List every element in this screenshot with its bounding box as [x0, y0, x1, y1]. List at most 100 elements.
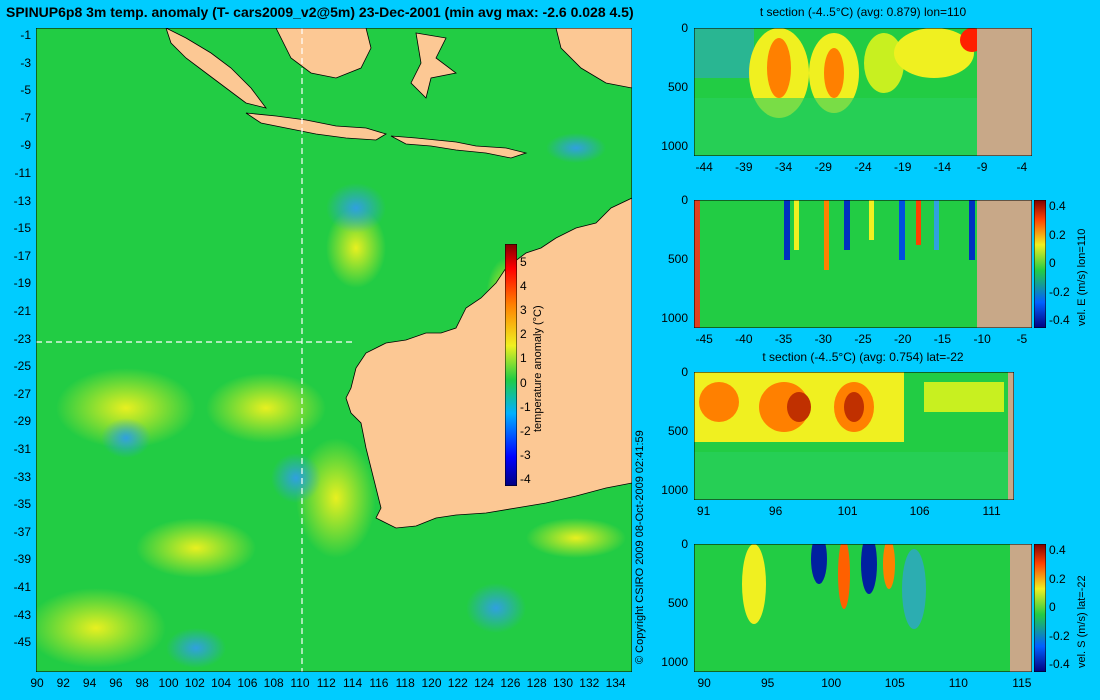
- panel-1-title: t section (-4..5°C) (avg: 0.879) lon=110: [759, 5, 967, 19]
- colorbar-tick-label: -1: [520, 399, 531, 414]
- lat-tick-label: -17: [13, 248, 31, 263]
- colorbar-tick-label: -3: [520, 447, 531, 462]
- lon-tick-label: 132: [579, 676, 600, 690]
- colorbar-tick-label: 0: [520, 375, 527, 390]
- lat-tick-label: -33: [13, 469, 31, 484]
- panel-x-tick-label: 96: [768, 504, 783, 518]
- lat-tick-label: -39: [13, 552, 31, 567]
- panel-colorbar-tick-label: 0.4: [1049, 199, 1066, 213]
- lon-tick-label: 110: [290, 676, 310, 690]
- map-colorbar-label: temperature anomaly (°C): [532, 305, 544, 432]
- colorbar-tick-label: 2: [520, 327, 527, 342]
- vel-e-section-plot: [694, 200, 1032, 328]
- panel-colorbar-tick-label: -0.2: [1049, 628, 1070, 643]
- panel-x-tick-label: -44: [695, 160, 713, 174]
- lon-tick-label: 114: [343, 676, 363, 690]
- vel-s-colorbar: [1034, 544, 1046, 672]
- panel-x-tick-label: -9: [976, 160, 988, 174]
- lat-tick-label: -23: [13, 331, 31, 346]
- lon-tick-label: 124: [474, 676, 495, 690]
- lat-tick-label: -13: [13, 193, 31, 208]
- panel-x-tick-label: 90: [697, 676, 711, 690]
- colorbar-tick-label: -4: [520, 471, 531, 486]
- lat-tick-label: -25: [13, 359, 31, 374]
- map-title: SPINUP6p8 3m temp. anomaly (T- cars2009_…: [6, 4, 634, 20]
- panel-x-tick-label: -29: [814, 160, 832, 174]
- sumatra-landmass: [165, 28, 267, 109]
- panel-x-tick-label: -24: [854, 160, 872, 174]
- lat-tick-label: -29: [13, 414, 31, 429]
- lat-tick-label: -15: [13, 221, 31, 236]
- lon-tick-label: 134: [605, 676, 626, 690]
- panel-x-tick-label: -20: [894, 332, 912, 346]
- lat-tick-label: -1: [20, 28, 31, 42]
- lon-tick-label: 128: [526, 676, 547, 690]
- lon-tick-label: 118: [395, 676, 415, 690]
- panel-y-tick-label: 1000: [661, 655, 688, 669]
- new-guinea-landmass: [555, 28, 632, 89]
- australia-landmass: [345, 197, 632, 529]
- vel-s-section-plot: [694, 544, 1032, 672]
- panel-3-title: t section (-4..5°C) (avg: 0.754) lat=-22: [762, 350, 964, 364]
- lat-tick-label: -41: [13, 580, 31, 594]
- lat-tick-label: -7: [20, 110, 31, 125]
- panel-x-tick-label: -39: [735, 160, 753, 174]
- java-landmass: [245, 112, 387, 141]
- panel-colorbar-tick-label: 0.2: [1049, 571, 1066, 586]
- panel-y-tick-label: 1000: [661, 311, 688, 325]
- lat-tick-label: -5: [20, 83, 31, 98]
- panel-x-tick-label: -10: [973, 332, 991, 346]
- lon-tick-label: 116: [369, 676, 389, 690]
- t-section-lat-plot: [694, 372, 1014, 500]
- panel-y-tick-label: 0: [681, 365, 688, 379]
- lon-tick-label: 90: [30, 676, 44, 690]
- vel-s-colorbar-label: vel. S (m/s) lat=-22: [1076, 575, 1088, 668]
- lon-tick-label: 98: [135, 676, 149, 690]
- panel-y-tick-label: 500: [667, 596, 688, 610]
- panel-y-tick-label: 500: [667, 80, 688, 94]
- lat-tick-label: -45: [13, 635, 31, 650]
- panel-y-tick-label: 0: [681, 21, 688, 35]
- copyright-text: © Copyright CSIRO 2009 08-Oct-2009 02:41…: [634, 430, 646, 664]
- lat-tick-label: -11: [14, 166, 31, 180]
- panel-x-tick-label: -5: [1016, 332, 1028, 346]
- panel-x-tick-label: -14: [933, 160, 952, 174]
- colorbar-tick-label: 4: [520, 279, 527, 294]
- panel-colorbar-tick-label: 0.2: [1049, 227, 1066, 242]
- panel-colorbar-tick-label: -0.2: [1049, 284, 1070, 299]
- lon-tick-label: 126: [500, 676, 521, 690]
- t-section-lon-plot: [694, 28, 1032, 156]
- panel-x-tick-label: -45: [695, 332, 713, 346]
- panel-x-tick-label: 111: [982, 504, 1001, 518]
- panel-x-tick-label: 115: [1012, 676, 1032, 690]
- panel-y-tick-label: 0: [681, 537, 688, 551]
- lat-tick-label: -35: [13, 497, 31, 512]
- panel-x-tick-label: 100: [821, 676, 842, 690]
- lon-tick-label: 112: [316, 676, 336, 690]
- vel-e-colorbar-label: vel. E (m/s) lon=110: [1076, 228, 1088, 326]
- vel-e-colorbar: [1034, 200, 1046, 328]
- colorbar-tick-label: 1: [520, 351, 527, 366]
- panel-x-tick-label: -25: [854, 332, 872, 346]
- panel-x-tick-label: 106: [909, 504, 930, 518]
- lon-tick-label: 122: [447, 676, 468, 690]
- panel-colorbar-tick-label: 0.4: [1049, 543, 1066, 557]
- panel-colorbar-tick-label: -0.4: [1049, 313, 1070, 327]
- colorbar-tick-label: 5: [520, 255, 527, 269]
- lon-tick-label: 94: [82, 676, 97, 690]
- panel-y-tick-label: 500: [667, 424, 688, 438]
- lat-tick-label: -43: [13, 607, 31, 622]
- colorbar-tick-label: -2: [520, 423, 531, 438]
- lon-tick-label: 92: [56, 676, 70, 690]
- panel-x-tick-label: -35: [774, 332, 793, 346]
- panel-x-tick-label: -4: [1016, 160, 1028, 174]
- map-colorbar: [505, 244, 517, 486]
- panel-y-tick-label: 1000: [661, 483, 688, 497]
- borneo-landmass: [275, 28, 372, 79]
- lat-tick-label: -9: [20, 138, 31, 153]
- temperature-anomaly-map: [36, 28, 632, 672]
- lat-tick-label: -31: [13, 442, 31, 456]
- panel-colorbar-tick-label: 0: [1049, 256, 1056, 270]
- panel-x-tick-label: -19: [894, 160, 912, 174]
- panel-y-tick-label: 0: [681, 193, 688, 207]
